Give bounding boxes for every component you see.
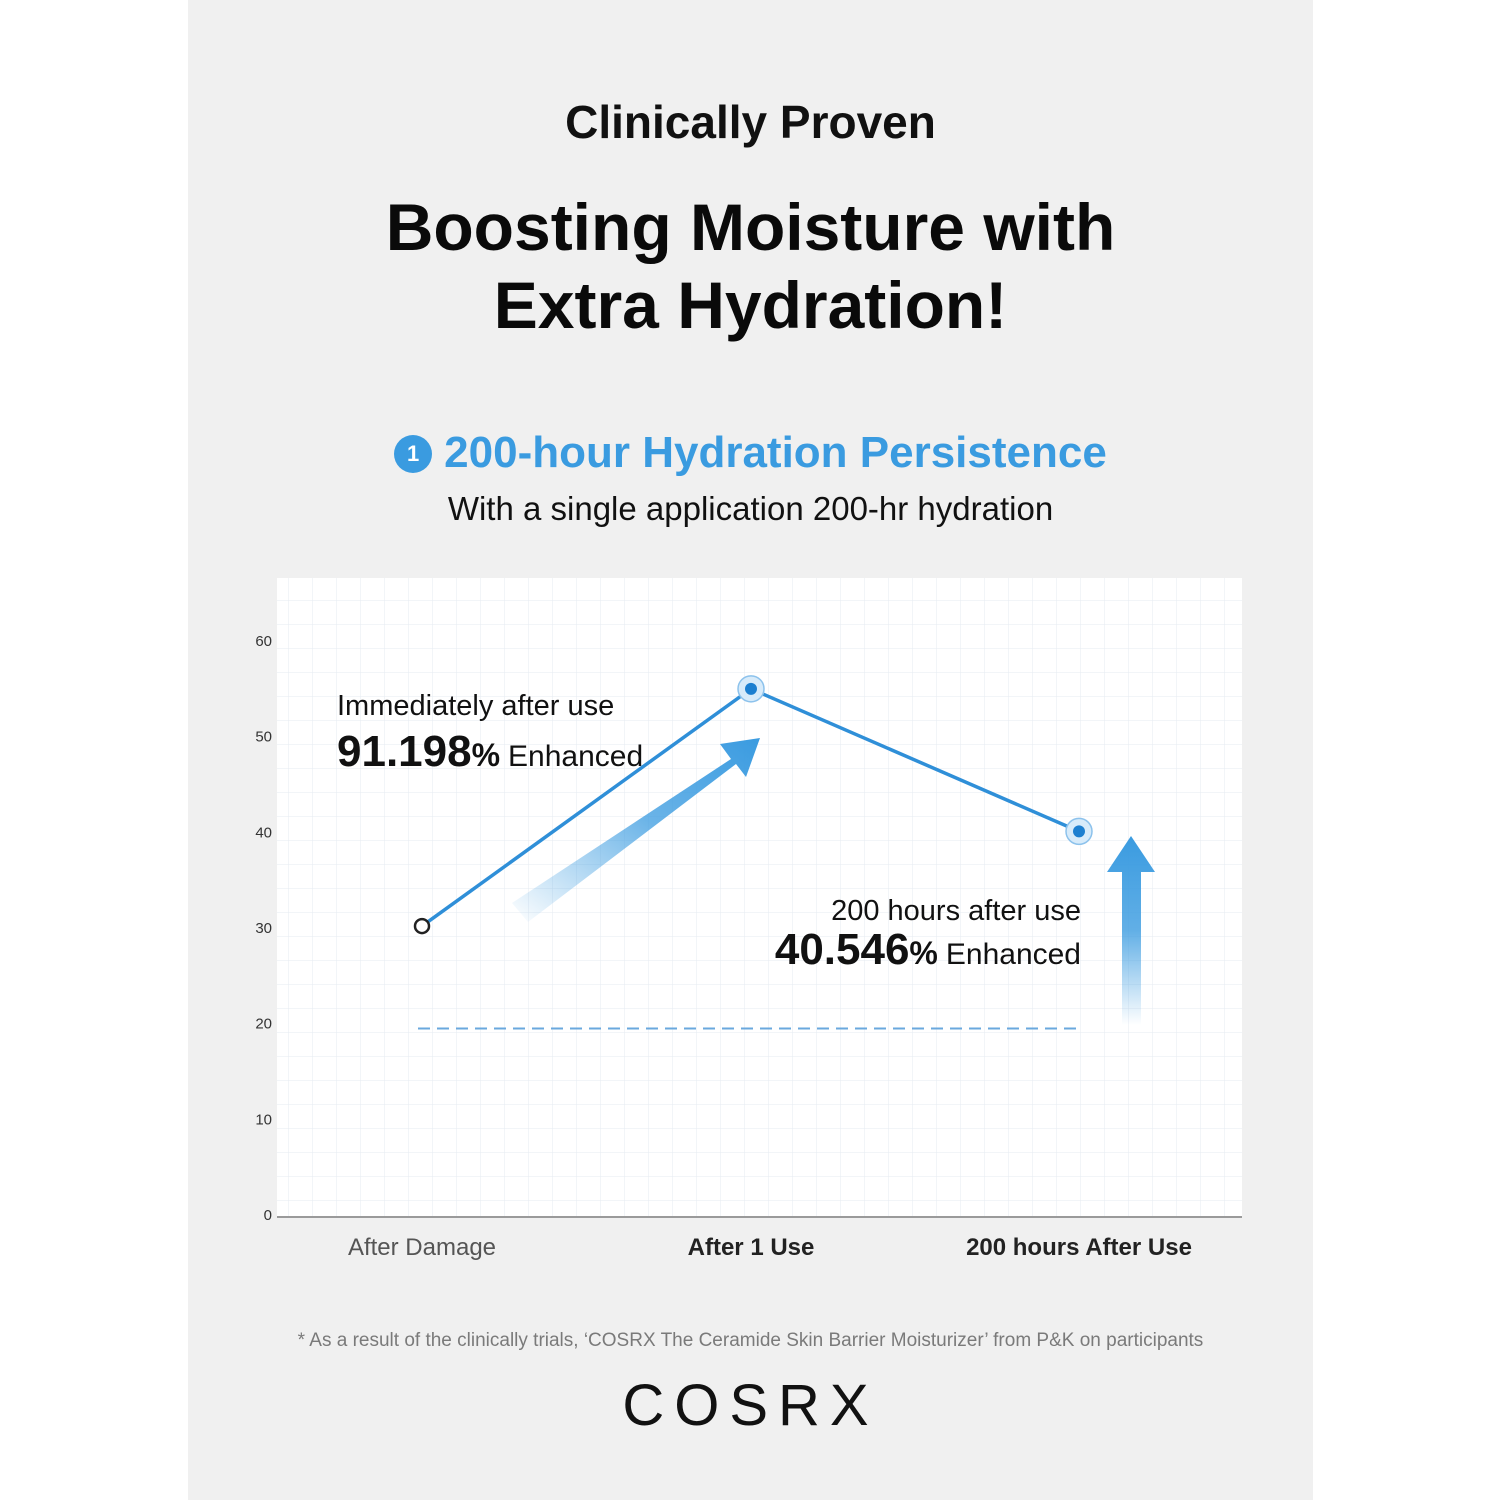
section-title: 1 200-hour Hydration Persistence [188, 428, 1313, 478]
data-points [413, 675, 1093, 935]
x-tick-label: 200 hours After Use [966, 1234, 1192, 1261]
upward-increase-arrow [1107, 836, 1155, 1025]
data-point [413, 917, 431, 935]
headline-line-2: Extra Hydration! [493, 268, 1008, 342]
x-axis-labels: After Damage After 1 Use 200 hours After U… [348, 1234, 1192, 1261]
data-point [745, 682, 757, 695]
y-tick-label: 0 [264, 1207, 272, 1224]
plot-grid [277, 578, 1242, 1216]
section-number-badge: 1 [394, 435, 433, 473]
x-tick-label: After 1 Use [688, 1234, 815, 1261]
y-tick-label: 20 [255, 1016, 272, 1033]
annotation-2-unit: % [909, 935, 937, 971]
annotation-2-label: 200 hours after use [831, 895, 1081, 927]
annotation-1-unit: % [472, 737, 500, 773]
annotation-1-value: 91.198 [337, 727, 472, 776]
annotation-2-value: 40.546 [775, 925, 910, 974]
kicker-title: Clinically Proven [565, 96, 936, 148]
y-tick-label: 40 [255, 824, 272, 841]
annotation-1-suffix: Enhanced [508, 740, 643, 773]
y-axis-ticks: 0 10 20 30 40 50 60 [255, 633, 272, 1224]
data-point [1073, 825, 1085, 838]
annotation-1-label: Immediately after use [337, 690, 614, 722]
headline: Boosting Moisture with Extra Hydration! [188, 188, 1313, 344]
y-tick-label: 50 [255, 729, 272, 746]
x-tick-label: After Damage [348, 1234, 496, 1261]
annotation-1: 91.198% Enhanced [337, 727, 643, 776]
y-tick-label: 60 [255, 633, 272, 650]
cosrx-logo: COSRX [622, 1373, 879, 1438]
section-subtitle: With a single application 200-hr hydrati… [447, 490, 1054, 527]
annotation-2-suffix: Enhanced [946, 938, 1081, 971]
footnote: * As a result of the clinically trials, … [297, 1330, 1204, 1351]
annotation-2: 40.546% Enhanced [775, 925, 1081, 974]
y-tick-label: 30 [255, 920, 272, 937]
section-title-text: 200-hour Hydration Persistence [444, 428, 1107, 477]
headline-line-1: Boosting Moisture with [385, 190, 1116, 264]
y-tick-label: 10 [255, 1111, 272, 1128]
diagonal-increase-arrow [512, 738, 760, 922]
